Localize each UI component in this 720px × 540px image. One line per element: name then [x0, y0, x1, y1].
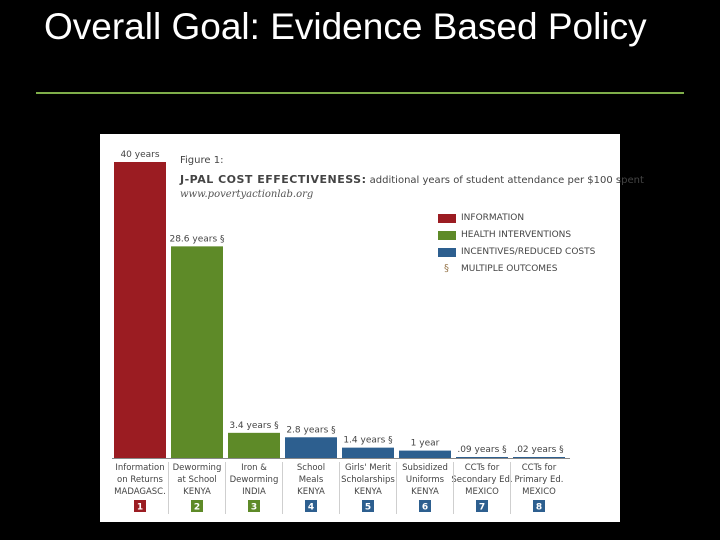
- figure-heading-strong: J-PAL COST EFFECTIVENESS:: [180, 173, 367, 186]
- section-sign-icon: §: [444, 263, 449, 274]
- category-number: 5: [365, 503, 371, 513]
- category-number-badge: [191, 500, 203, 512]
- category-number: 2: [194, 503, 200, 513]
- category-label: KENYA: [354, 487, 382, 497]
- legend-swatch-information: [438, 214, 456, 223]
- category-number-badge: [134, 500, 146, 512]
- category-number-badge: [362, 500, 374, 512]
- figure-label: Figure 1:: [180, 155, 224, 166]
- bar-chart: 40 years Information on Returns MADAGASC. 1 2…: [112, 150, 570, 514]
- category-label: Meals: [299, 475, 324, 485]
- bar-8: [513, 457, 565, 458]
- chart-legend: INFORMATION HEALTH INTERVENTIONS INCENTI…: [438, 212, 618, 280]
- data-label: 1.4 years §: [343, 436, 393, 446]
- bar-5: [342, 447, 394, 458]
- category-label: at School: [177, 475, 216, 485]
- bar-3: [228, 432, 280, 458]
- category-label: Iron &: [241, 463, 267, 473]
- category-label: Deworming: [230, 475, 279, 485]
- category-label: MEXICO: [465, 487, 499, 497]
- category-number: 8: [536, 503, 542, 513]
- figure-heading: J-PAL COST EFFECTIVENESS: additional yea…: [180, 173, 644, 186]
- category-label: CCTs for: [465, 463, 500, 473]
- legend-swatch-incentives: [438, 248, 456, 257]
- category-label: MADAGASC.: [114, 487, 166, 497]
- category-label: Deworming: [173, 463, 222, 473]
- data-label: 28.6 years §: [169, 234, 225, 244]
- figure-source-url: www.povertyactionlab.org: [180, 189, 314, 200]
- category-label: Information: [115, 463, 164, 473]
- data-label: 2.8 years §: [286, 425, 336, 435]
- category-number: 3: [251, 503, 257, 513]
- legend-swatch-health: [438, 231, 456, 240]
- bar-6: [399, 450, 451, 458]
- category-number: 7: [479, 503, 485, 513]
- category-number-badge: [476, 500, 488, 512]
- category-label: KENYA: [183, 487, 211, 497]
- bar-1: [114, 162, 166, 458]
- category-label: Uniforms: [406, 475, 445, 485]
- category-label: MEXICO: [522, 487, 556, 497]
- chart-figure: 40 years Information on Returns MADAGASC. 1 2…: [100, 134, 644, 522]
- legend-item-multiple-outcomes: § MULTIPLE OUTCOMES: [438, 263, 618, 280]
- data-label: 1 year: [411, 439, 440, 449]
- category-label: Girls' Merit: [345, 463, 392, 473]
- legend-label: HEALTH INTERVENTIONS: [461, 230, 572, 240]
- legend-label: INCENTIVES/REDUCED COSTS: [461, 247, 596, 257]
- bar-7: [456, 457, 508, 458]
- category-number-badge: [305, 500, 317, 512]
- category-number-badge: [419, 500, 431, 512]
- category-number-badge: [533, 500, 545, 512]
- bar-4: [285, 437, 337, 458]
- bar-2: [171, 246, 223, 458]
- legend-item-incentives: INCENTIVES/REDUCED COSTS: [438, 246, 618, 263]
- legend-item-information: INFORMATION: [438, 212, 618, 229]
- legend-item-health: HEALTH INTERVENTIONS: [438, 229, 618, 246]
- category-label: INDIA: [242, 487, 266, 497]
- category-label: Secondary Ed.: [451, 475, 512, 485]
- title-divider: [36, 92, 684, 94]
- legend-label: MULTIPLE OUTCOMES: [461, 264, 558, 274]
- data-label: .02 years §: [514, 445, 564, 455]
- category-number-badge: [248, 500, 260, 512]
- category-label: KENYA: [411, 487, 439, 497]
- figure-heading-rest: additional years of student attendance p…: [366, 175, 644, 186]
- category-label: School: [297, 463, 325, 473]
- category-number: 1: [137, 503, 143, 513]
- category-label: Scholarships: [341, 475, 395, 485]
- legend-label: INFORMATION: [461, 213, 525, 223]
- category-label: Primary Ed.: [514, 475, 563, 485]
- category-label: KENYA: [297, 487, 325, 497]
- data-label: 40 years: [120, 150, 159, 160]
- category-number: 6: [422, 503, 428, 513]
- category-label: CCTs for: [522, 463, 557, 473]
- data-label: .09 years §: [457, 445, 507, 455]
- category-label: Subsidized: [402, 463, 448, 473]
- category-label: on Returns: [117, 475, 163, 485]
- data-label: 3.4 years §: [229, 421, 279, 431]
- slide-title: Overall Goal: Evidence Based Policy: [44, 6, 647, 47]
- category-number: 4: [308, 503, 314, 513]
